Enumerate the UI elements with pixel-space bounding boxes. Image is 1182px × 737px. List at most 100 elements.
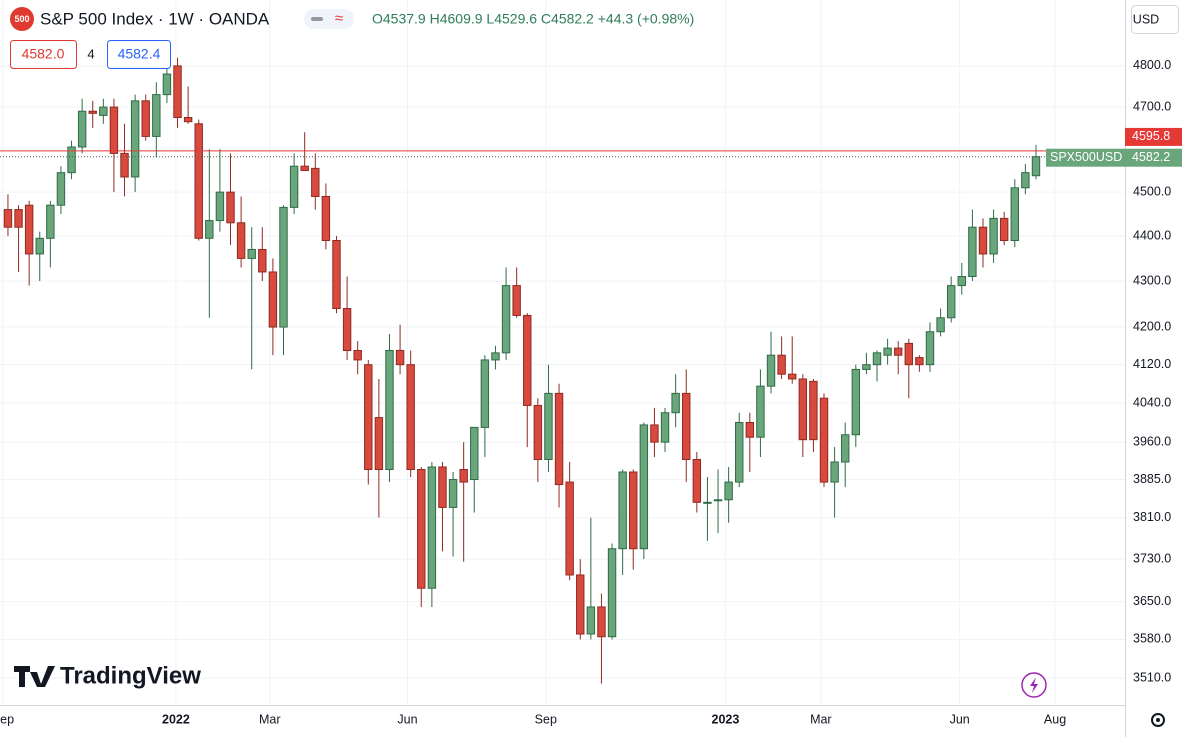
candle-body	[682, 392, 691, 461]
candle-body	[936, 317, 945, 333]
candle-body	[660, 412, 670, 443]
ask-price: 4582.4	[118, 46, 161, 62]
events-icon-bolt	[1030, 677, 1038, 693]
grid	[0, 0, 1125, 705]
indicator-pills[interactable]	[304, 9, 354, 29]
currency: USD	[1133, 12, 1159, 26]
symbol-icon	[10, 7, 34, 31]
candle-body	[258, 248, 267, 273]
x-tick-label: Mar	[810, 712, 832, 726]
high-price-label: 4595.8	[1132, 129, 1170, 143]
candle-body	[533, 404, 543, 461]
candle-body	[893, 347, 903, 356]
currency-button[interactable]	[1131, 5, 1179, 34]
candle-body	[300, 165, 309, 172]
candle-body	[692, 459, 702, 503]
candle-body	[77, 110, 87, 148]
candle-body	[236, 222, 246, 259]
candle-body	[883, 347, 892, 356]
brand-name: TradingView	[60, 662, 201, 689]
y-tick-label: 3580.0	[1133, 632, 1171, 646]
high-price-tag	[1125, 127, 1182, 146]
candle-body	[745, 421, 755, 438]
candle-body	[173, 65, 182, 119]
candle-body	[978, 226, 988, 255]
brand-logo	[14, 666, 55, 687]
candle-body	[56, 172, 66, 206]
candle-body	[639, 424, 649, 550]
candle-body	[618, 471, 627, 550]
candle-body	[925, 331, 935, 366]
candle-body	[851, 368, 861, 436]
candle-body	[491, 352, 500, 361]
candle-body	[713, 499, 723, 502]
candle-body	[268, 271, 278, 328]
candle-body	[183, 117, 193, 123]
y-tick-label: 4040.0	[1133, 395, 1171, 409]
candle-body	[650, 424, 659, 443]
candle-body	[427, 466, 437, 589]
candle-body	[109, 106, 119, 154]
sell-box[interactable]	[10, 40, 77, 69]
candle-body	[438, 466, 447, 508]
y-tick-label: 4800.0	[1133, 58, 1171, 72]
candle-body	[162, 73, 172, 96]
x-tick-label: Jun	[950, 712, 970, 726]
x-tick-label: Sep	[535, 712, 557, 726]
candle-body	[788, 373, 797, 380]
candle-body	[459, 468, 468, 483]
settings-icon[interactable]	[1151, 713, 1165, 727]
candle-body	[1031, 156, 1041, 177]
candle-body	[374, 417, 384, 470]
y-tick-label: 3650.0	[1133, 594, 1171, 608]
candle-body	[501, 285, 511, 354]
candle-body	[671, 392, 680, 414]
candle-body	[67, 146, 76, 174]
candle-body	[194, 123, 203, 239]
candle-body	[3, 209, 13, 228]
candle-body	[946, 285, 956, 319]
candle-body	[99, 106, 108, 116]
candle-body	[152, 94, 161, 137]
candle-body	[470, 426, 479, 481]
candle-body	[279, 206, 288, 328]
candle-body	[24, 204, 34, 255]
candle-body	[215, 191, 225, 222]
y-tick-label: 3960.0	[1133, 434, 1171, 448]
candle-body	[777, 354, 786, 375]
candle-body	[989, 217, 998, 255]
candle-body	[586, 606, 596, 635]
candle-body	[311, 167, 320, 197]
buy-box[interactable]	[107, 40, 171, 69]
candle-body	[46, 204, 55, 239]
y-tick-label: 3810.0	[1133, 510, 1171, 524]
candle-body	[342, 308, 352, 351]
spread: 4	[87, 46, 94, 61]
y-tick-label: 3510.0	[1133, 670, 1171, 684]
bid-price: 4582.0	[22, 46, 65, 62]
candle-body	[576, 574, 585, 635]
overlays	[0, 150, 1125, 158]
candle-body	[597, 606, 606, 638]
candle-body	[544, 392, 553, 461]
y-tick-label: 4120.0	[1133, 357, 1171, 371]
candle-body	[512, 285, 521, 316]
candle-body	[904, 342, 914, 366]
ohlc-values: O4537.9 H4609.9 L4529.6 C4582.2 +44.3 (+…	[372, 11, 694, 27]
y-tick-label: 4200.0	[1133, 319, 1171, 333]
candle-body	[523, 314, 532, 406]
candle-body	[607, 548, 617, 638]
candle-body	[862, 364, 871, 370]
candle-body	[417, 468, 426, 589]
y-tick-label: 3730.0	[1133, 551, 1171, 565]
candle-body	[703, 501, 712, 504]
candle-body	[226, 191, 235, 224]
chart-title: S&P 500 Index · 1W · OANDA	[40, 9, 270, 28]
candle-body	[353, 349, 362, 361]
pill-icon	[311, 17, 323, 21]
candle-body	[830, 461, 839, 483]
candle-body	[554, 392, 564, 486]
candle-body	[406, 364, 415, 470]
candle-body	[364, 364, 373, 470]
